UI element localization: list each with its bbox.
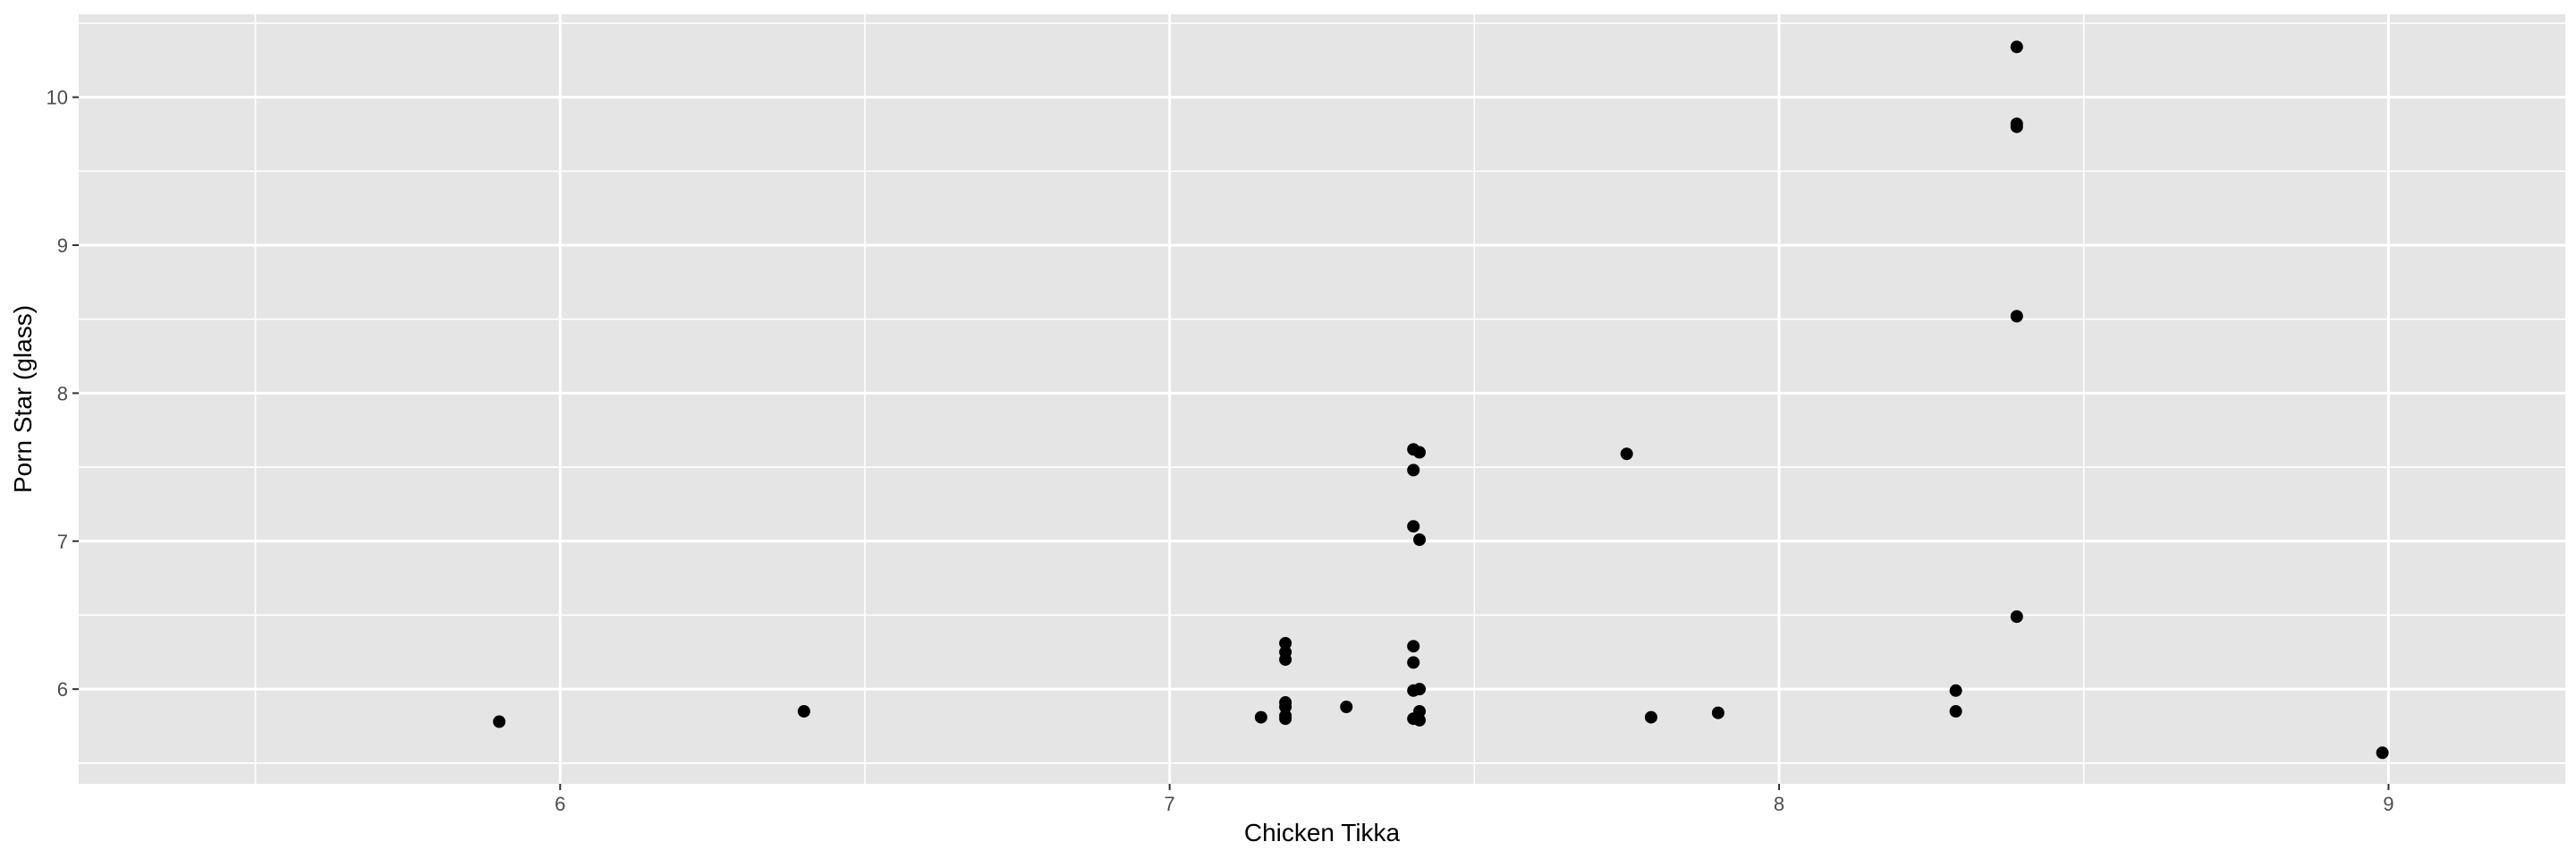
scatter-point bbox=[1254, 710, 1267, 724]
scatter-point bbox=[2010, 610, 2023, 624]
scatter-point bbox=[797, 704, 810, 718]
plot-panel bbox=[79, 14, 2565, 784]
x-tick-label: 8 bbox=[1774, 793, 1784, 815]
scatter-point bbox=[1413, 533, 1427, 547]
y-tick-label: 9 bbox=[57, 234, 68, 257]
y-tick-label: 8 bbox=[57, 382, 68, 404]
x-tick-label: 9 bbox=[2383, 793, 2394, 815]
y-axis-title: Porn Star (glass) bbox=[9, 305, 37, 493]
y-tick-label: 7 bbox=[57, 531, 68, 553]
data-points bbox=[493, 40, 2389, 760]
major-gridlines bbox=[79, 14, 2565, 784]
scatter-point bbox=[1413, 713, 1427, 727]
scatter-point bbox=[2010, 120, 2023, 133]
scatter-point bbox=[2010, 40, 2023, 54]
scatter-point bbox=[1279, 701, 1292, 713]
scatter-point bbox=[2376, 746, 2389, 760]
scatter-point bbox=[1711, 706, 1724, 719]
x-tick-label: 7 bbox=[1165, 793, 1175, 815]
scatter-point bbox=[1407, 656, 1420, 669]
scatter-point bbox=[1413, 683, 1427, 696]
scatter-point bbox=[1407, 640, 1420, 653]
scatter-point bbox=[1949, 704, 1962, 718]
scatter-point bbox=[1407, 520, 1420, 533]
scatter-point bbox=[2010, 310, 2023, 323]
scatter-point bbox=[1279, 653, 1292, 667]
scatter-point bbox=[1620, 447, 1633, 461]
scatter-point bbox=[1413, 446, 1427, 459]
scatter-point bbox=[1279, 712, 1292, 726]
x-axis-title: Chicken Tikka bbox=[1244, 819, 1401, 846]
y-axis-ticks: 6 7 8 9 10 bbox=[47, 87, 79, 701]
x-axis-ticks: 6 7 8 9 bbox=[555, 784, 2394, 815]
scatter-point bbox=[1279, 636, 1292, 650]
y-tick-label: 6 bbox=[57, 678, 68, 701]
x-tick-label: 6 bbox=[555, 793, 565, 815]
scatter-point bbox=[1340, 701, 1353, 713]
minor-gridlines bbox=[79, 14, 2565, 784]
scatter-point bbox=[1407, 464, 1420, 477]
y-tick-label: 10 bbox=[47, 87, 68, 109]
scatter-point bbox=[493, 715, 506, 728]
scatter-point bbox=[1949, 684, 1962, 697]
scatter-point bbox=[1644, 710, 1657, 724]
